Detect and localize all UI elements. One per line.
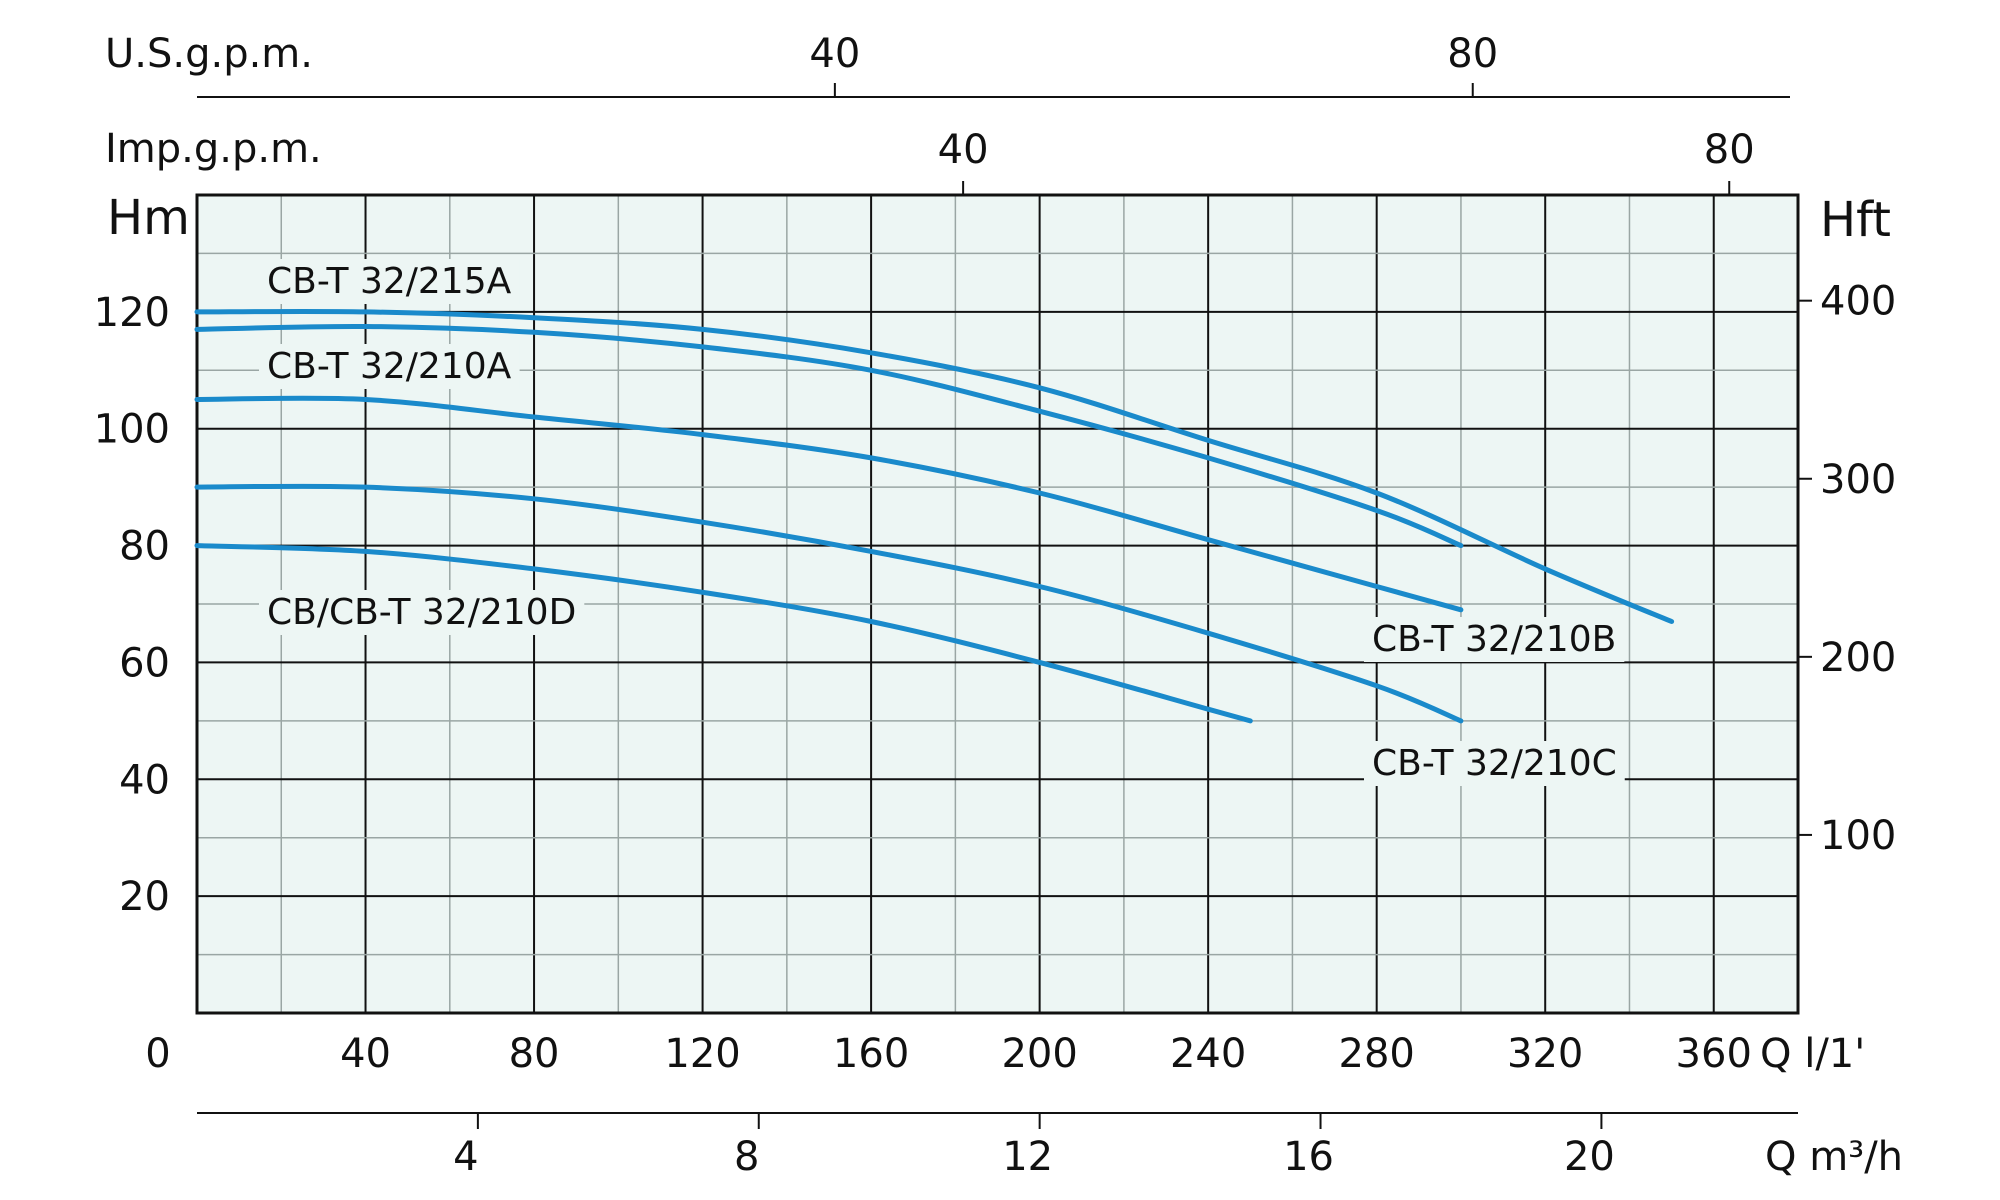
m3h-tick-label: 8: [734, 1134, 759, 1180]
x-tick-label: 160: [833, 1031, 909, 1077]
series-label-backdrop: [1364, 741, 1625, 786]
us-gpm-axis-label: U.S.g.p.m.: [105, 31, 313, 77]
x-tick-label: 0: [145, 1031, 170, 1077]
y-tick-label: 100: [94, 407, 170, 453]
curve-series-2: [194, 395, 1464, 613]
us-gpm-tick-label: 40: [809, 31, 860, 77]
y-tick-label: 60: [119, 640, 170, 686]
series-label-backdrop: [1364, 617, 1625, 662]
x-tick-label: 240: [1170, 1031, 1246, 1077]
m3h-tick-label: 20: [1564, 1134, 1615, 1180]
m3h-axis-label: Q m³/h: [1765, 1134, 1903, 1180]
y-ticks: 20 40 60 80 100 120: [94, 290, 170, 920]
x-tick-label: 120: [664, 1031, 740, 1077]
imp-gpm-tick-label: 40: [938, 127, 989, 173]
x-tick-label: 320: [1507, 1031, 1583, 1077]
y-axis-label: Hm: [107, 190, 190, 246]
right-tick-label: 200: [1820, 635, 1896, 681]
us-gpm-tick-label: 80: [1447, 31, 1498, 77]
x-tick-label: 280: [1339, 1031, 1415, 1077]
curve-series-1: [194, 323, 1464, 549]
x-ticks: 0 40 80 120 160 200 240 280 320 360: [145, 1031, 1752, 1077]
series-label-215a: CB-T 32/215A: [267, 261, 512, 302]
series-label-210d: CB/CB-T 32/210D: [267, 592, 576, 633]
series-labels: CB-T 32/215A CB-T 32/210A CB-T 32/210B C…: [259, 259, 1625, 786]
x-tick-label: 40: [340, 1031, 391, 1077]
series-label-210b: CB-T 32/210B: [1372, 619, 1616, 660]
grid: [197, 195, 1798, 1013]
series-label-backdrop: [259, 259, 520, 304]
series-label-backdrop: [259, 344, 520, 389]
curve-series-3: [194, 483, 1464, 724]
y-tick-label: 80: [119, 524, 170, 570]
curve-series-0: [194, 308, 1675, 624]
m3h-ticks: 4 8 12 16 20: [453, 1113, 1615, 1180]
imp-gpm-axis-label: Imp.g.p.m.: [105, 126, 322, 172]
x-tick-label: 200: [1001, 1031, 1077, 1077]
y-tick-label: 120: [94, 290, 170, 336]
right-axis-label: Hft: [1820, 192, 1891, 248]
x-axis-label: Q l/1': [1760, 1031, 1865, 1077]
imp-gpm-tick-label: 80: [1704, 127, 1755, 173]
x-tick-label: 360: [1676, 1031, 1752, 1077]
imp-gpm-ticks: 40 80: [938, 127, 1755, 195]
right-tick-label: 100: [1820, 813, 1896, 859]
x-tick-label: 80: [509, 1031, 560, 1077]
right-tick-label: 400: [1820, 279, 1896, 325]
us-gpm-ticks: 40 80: [809, 31, 1498, 97]
right-ticks: 100 200 300 400: [1798, 279, 1896, 859]
series-label-210c: CB-T 32/210C: [1372, 743, 1617, 784]
series-label-210a: CB-T 32/210A: [267, 346, 512, 387]
m3h-tick-label: 4: [453, 1134, 478, 1180]
m3h-tick-label: 16: [1283, 1134, 1334, 1180]
right-tick-label: 300: [1820, 457, 1896, 503]
series-label-backdrop: [259, 590, 585, 635]
m3h-tick-label: 12: [1002, 1134, 1053, 1180]
curve-series-4: [194, 543, 1253, 724]
plot-frame: [195, 193, 1800, 1015]
y-tick-label: 40: [119, 757, 170, 803]
curves: [194, 308, 1675, 724]
y-tick-label: 20: [119, 874, 170, 920]
